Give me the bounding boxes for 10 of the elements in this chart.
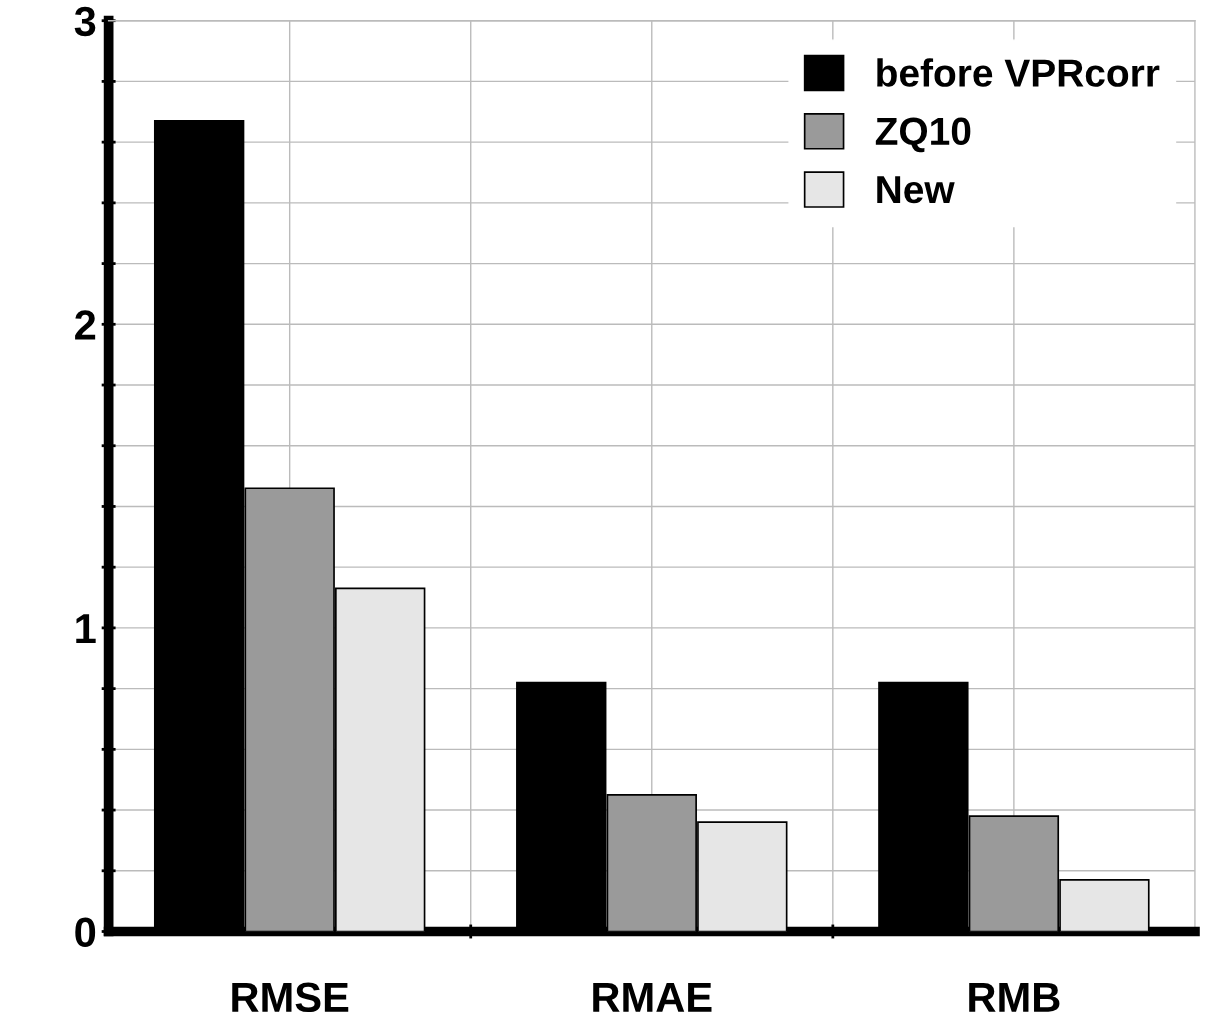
y-tick-label: 2 bbox=[75, 310, 96, 340]
legend-label: before VPRcorr bbox=[877, 58, 1160, 87]
x-tick-label: RMSE bbox=[232, 982, 349, 1013]
y-tick-label: 1 bbox=[76, 614, 96, 643]
y-tick-label: 0 bbox=[75, 917, 96, 948]
x-tick-label: RMAE bbox=[593, 983, 712, 1012]
legend-label: ZQ10 bbox=[875, 117, 971, 153]
legend-label: New bbox=[877, 176, 955, 204]
x-tick-label: RMB bbox=[969, 983, 1060, 1012]
y-tick-label: 3 bbox=[74, 6, 96, 37]
